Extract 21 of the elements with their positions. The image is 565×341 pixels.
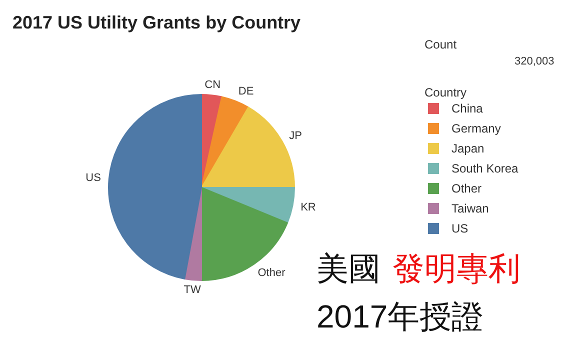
slice-label: Other: [258, 267, 286, 280]
text: DE: [238, 86, 254, 98]
text: CN: [204, 79, 221, 92]
legend-label: Taiwan: [452, 202, 489, 216]
text: JP: [289, 130, 302, 142]
slice-label: US: [86, 172, 101, 184]
text: 美國: [316, 250, 380, 286]
legend-title: Country: [424, 86, 467, 100]
legend-label: Japan: [452, 142, 484, 156]
legend-label: Germany: [452, 122, 501, 136]
text: 發明專利: [392, 250, 520, 286]
legend-label: China: [452, 102, 484, 116]
legend-label: Other: [452, 182, 482, 196]
text: 320,003: [514, 56, 554, 68]
legend-label: South Korea: [452, 162, 519, 176]
chart-title: 2017 US Utility Grants by Country: [12, 12, 301, 32]
legend-label: US: [452, 222, 468, 236]
text: KR: [300, 201, 316, 214]
text: TW: [184, 284, 201, 296]
text: Count: [424, 38, 458, 52]
text: 2017年授證: [316, 298, 484, 334]
